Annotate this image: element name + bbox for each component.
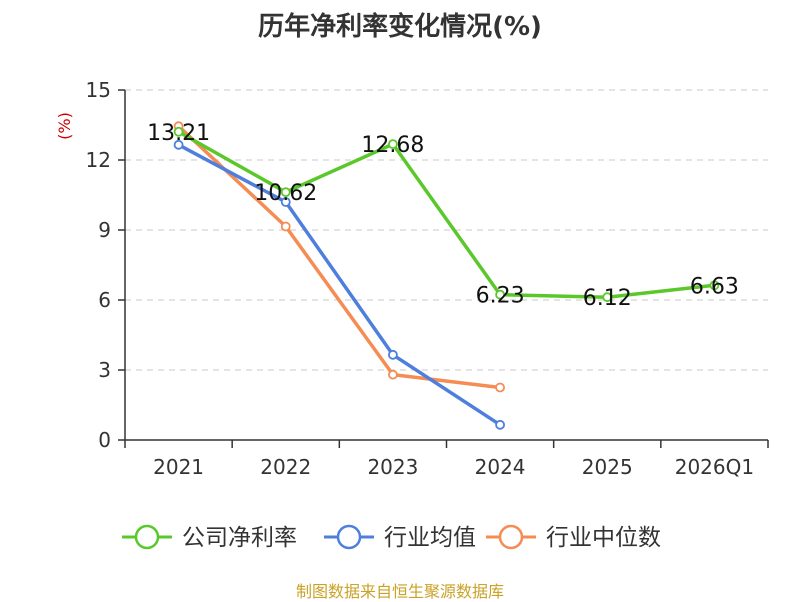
data-label: 6.23	[476, 284, 525, 309]
series-line	[176, 130, 717, 299]
legend-label: 行业中位数	[546, 525, 661, 551]
axes	[118, 89, 769, 448]
chart-title: 历年净利率变化情况(%)	[258, 12, 542, 42]
data-point	[280, 221, 291, 232]
y-tick-label: 9	[98, 218, 111, 242]
legend-marker	[336, 524, 362, 550]
legend: 公司净利率 行业均值 行业中位数	[122, 524, 661, 551]
x-tick-label: 2026Q1	[675, 455, 754, 479]
legend-marker	[498, 524, 524, 550]
x-tick-label: 2024	[475, 455, 526, 479]
data-point	[173, 126, 184, 137]
y-tick-label: 0	[98, 428, 111, 452]
series-line	[176, 124, 502, 390]
y-tick-labels: 0 3 6 9 12 15	[86, 78, 111, 452]
data-label: 6.63	[690, 274, 739, 299]
legend-item: 行业中位数	[486, 524, 661, 551]
y-axis-label: (%)	[55, 112, 74, 140]
data-point	[709, 280, 720, 291]
legend-label: 公司净利率	[182, 525, 297, 551]
x-tick-label: 2022	[260, 455, 311, 479]
legend-item: 公司净利率	[122, 524, 297, 551]
data-point	[280, 187, 291, 198]
data-point	[495, 382, 505, 393]
data-labels: 13.21 10.62 12.68 6.23 6.12 6.63	[147, 121, 739, 311]
data-label: 6.12	[583, 286, 632, 311]
y-tick-label: 12	[86, 148, 111, 172]
data-point	[388, 349, 398, 360]
data-label: 13.21	[147, 121, 210, 146]
data-point	[495, 419, 505, 430]
data-point	[173, 139, 184, 150]
legend-marker	[134, 524, 160, 550]
data-label: 12.68	[361, 133, 424, 158]
data-point	[602, 292, 613, 303]
data-point	[495, 289, 505, 300]
legend-item: 行业均值	[324, 524, 476, 551]
y-tick-label: 3	[98, 358, 111, 382]
x-tick-label: 2023	[367, 455, 418, 479]
data-point	[388, 369, 398, 380]
data-point	[280, 197, 291, 207]
legend-label: 行业均值	[384, 525, 476, 551]
x-tick-label: 2021	[153, 455, 204, 479]
series-line	[176, 143, 502, 427]
x-tick-label: 2025	[582, 455, 633, 479]
series-lines	[173, 121, 720, 430]
source-note: 制图数据来自恒生聚源数据库	[295, 582, 504, 601]
data-point	[388, 139, 398, 150]
data-label: 10.62	[254, 181, 317, 206]
y-tick-label: 15	[86, 78, 111, 102]
y-tick-label: 6	[98, 288, 111, 312]
grid-lines	[125, 89, 768, 371]
x-tick-labels: 2021 2022 2023 2024 2025 2026Q1	[153, 455, 754, 479]
